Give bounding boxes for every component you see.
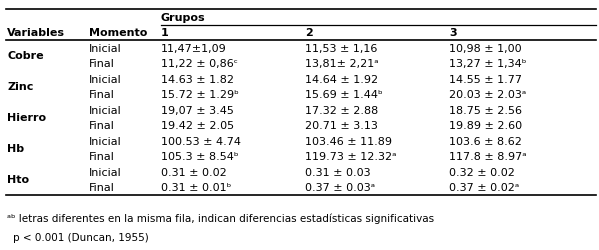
Text: 103.6 ± 8.62: 103.6 ± 8.62 [449, 136, 522, 146]
Text: Inicial: Inicial [89, 167, 122, 177]
Text: 2: 2 [305, 28, 313, 38]
Text: Hto: Hto [7, 174, 29, 184]
Text: 0.31 ± 0.02: 0.31 ± 0.02 [161, 167, 226, 177]
Text: Inicial: Inicial [89, 44, 122, 54]
Text: 100.53 ± 4.74: 100.53 ± 4.74 [161, 136, 241, 146]
Text: Zinc: Zinc [7, 82, 34, 92]
Text: Inicial: Inicial [89, 136, 122, 146]
Text: Final: Final [89, 152, 114, 162]
Text: 0.37 ± 0.02ᵃ: 0.37 ± 0.02ᵃ [449, 182, 519, 192]
Text: 105.3 ± 8.54ᵇ: 105.3 ± 8.54ᵇ [161, 152, 238, 162]
Text: 3: 3 [449, 28, 457, 38]
Text: Final: Final [89, 59, 114, 69]
Text: Cobre: Cobre [7, 51, 44, 61]
Text: 14.55 ± 1.77: 14.55 ± 1.77 [449, 74, 522, 84]
Text: Momento: Momento [89, 28, 147, 38]
Text: 13,27 ± 1,34ᵇ: 13,27 ± 1,34ᵇ [449, 59, 527, 69]
Text: 0.32 ± 0.02: 0.32 ± 0.02 [449, 167, 515, 177]
Text: 14.64 ± 1.92: 14.64 ± 1.92 [305, 74, 379, 84]
Text: 119.73 ± 12.32ᵃ: 119.73 ± 12.32ᵃ [305, 152, 397, 162]
Text: Grupos: Grupos [161, 13, 205, 23]
Text: Hb: Hb [7, 144, 25, 154]
Text: 117.8 ± 8.97ᵃ: 117.8 ± 8.97ᵃ [449, 152, 527, 162]
Text: 15.69 ± 1.44ᵇ: 15.69 ± 1.44ᵇ [305, 90, 383, 100]
Text: 103.46 ± 11.89: 103.46 ± 11.89 [305, 136, 392, 146]
Text: 0.31 ± 0.01ᵇ: 0.31 ± 0.01ᵇ [161, 182, 231, 192]
Text: 11,22 ± 0,86ᶜ: 11,22 ± 0,86ᶜ [161, 59, 237, 69]
Text: 19.89 ± 2.60: 19.89 ± 2.60 [449, 121, 522, 130]
Text: Variables: Variables [7, 28, 65, 38]
Text: Final: Final [89, 182, 114, 192]
Text: 19,07 ± 3.45: 19,07 ± 3.45 [161, 105, 234, 115]
Text: 15.72 ± 1.29ᵇ: 15.72 ± 1.29ᵇ [161, 90, 238, 100]
Text: Inicial: Inicial [89, 74, 122, 84]
Text: 17.32 ± 2.88: 17.32 ± 2.88 [305, 105, 379, 115]
Text: ᵃᵇ letras diferentes en la misma fila, indican diferencias estadísticas signific: ᵃᵇ letras diferentes en la misma fila, i… [7, 212, 434, 223]
Text: Hierro: Hierro [7, 113, 46, 123]
Text: 0.37 ± 0.03ᵃ: 0.37 ± 0.03ᵃ [305, 182, 376, 192]
Text: Final: Final [89, 90, 114, 100]
Text: 13,81± 2,21ᵃ: 13,81± 2,21ᵃ [305, 59, 379, 69]
Text: p < 0.001 (Duncan, 1955): p < 0.001 (Duncan, 1955) [13, 232, 149, 242]
Text: Final: Final [89, 121, 114, 130]
Text: 11,47±1,09: 11,47±1,09 [161, 44, 226, 54]
Text: Inicial: Inicial [89, 105, 122, 115]
Text: 11,53 ± 1,16: 11,53 ± 1,16 [305, 44, 378, 54]
Text: 14.63 ± 1.82: 14.63 ± 1.82 [161, 74, 234, 84]
Text: 1: 1 [161, 28, 168, 38]
Text: 18.75 ± 2.56: 18.75 ± 2.56 [449, 105, 522, 115]
Text: 20.71 ± 3.13: 20.71 ± 3.13 [305, 121, 379, 130]
Text: 0.31 ± 0.03: 0.31 ± 0.03 [305, 167, 371, 177]
Text: 10,98 ± 1,00: 10,98 ± 1,00 [449, 44, 522, 54]
Text: 19.42 ± 2.05: 19.42 ± 2.05 [161, 121, 234, 130]
Text: 20.03 ± 2.03ᵃ: 20.03 ± 2.03ᵃ [449, 90, 527, 100]
